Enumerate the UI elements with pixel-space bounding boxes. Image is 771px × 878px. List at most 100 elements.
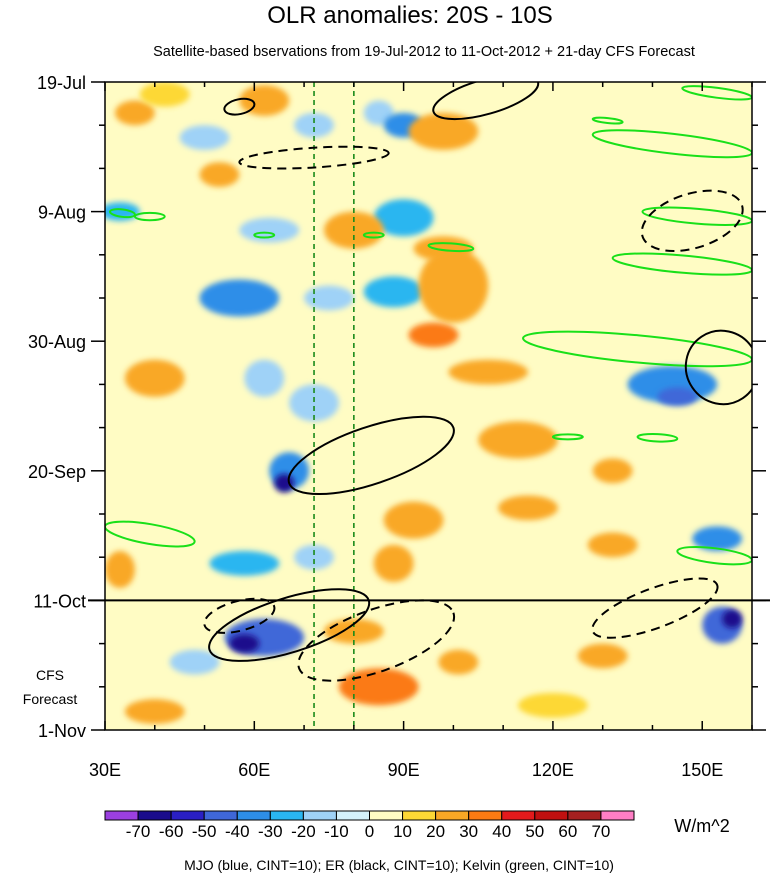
er-contour-negative: [297, 599, 456, 682]
colorbar-level-label: 70: [591, 822, 610, 841]
colorbar: -70 -60 -50 -40 -30 -20 -10 0 10 20 30 40 50 60 70: [104, 810, 635, 841]
kelvin-contour: [253, 231, 276, 239]
kelvin-contour: [636, 432, 679, 443]
anomaly-patch: [124, 699, 185, 724]
colorbar-swatch: [402, 810, 437, 821]
colorbar-swatch: [269, 810, 304, 821]
colorbar-level-label: -10: [324, 822, 349, 841]
colorbar-swatch: [468, 810, 503, 821]
colorbar-level-label: -50: [192, 822, 217, 841]
colorbar-level-label: -60: [159, 822, 184, 841]
kelvin-contour: [681, 85, 752, 101]
colorbar-level-label: -70: [126, 822, 151, 841]
er-contour-positive: [684, 329, 752, 406]
anomaly-patch: [498, 495, 558, 521]
chart-title: OLR anomalies: 20S - 10S: [267, 2, 552, 29]
anomaly-patch: [199, 279, 280, 317]
colorbar-swatch: [104, 810, 139, 821]
anomaly-patch: [408, 112, 479, 150]
anomaly-patch: [139, 82, 190, 107]
anomaly-patch: [478, 421, 558, 459]
anomaly-patch: [363, 100, 394, 126]
x-tick-label: 120E: [532, 760, 574, 780]
anomaly-patch: [179, 125, 230, 150]
colorbar-swatch: [335, 810, 370, 821]
x-axis: 30E 60E 90E 120E 150E: [89, 82, 753, 780]
footnote: MJO (blue, CINT=10); ER (black, CINT=10)…: [184, 857, 614, 873]
forecast-label-line-1: CFS: [36, 667, 64, 683]
kelvin-contour: [427, 242, 475, 253]
y-tick-label: 19-Jul: [37, 73, 86, 93]
colorbar-swatch: [236, 810, 271, 821]
anomaly-patch: [592, 458, 633, 484]
y-tick-label: 30-Aug: [28, 332, 86, 352]
anomaly-patch: [373, 544, 414, 582]
anomaly-patch: [304, 285, 354, 311]
anomaly-patch: [338, 668, 419, 706]
kelvin-contour: [551, 433, 584, 441]
chart-subtitle: Satellite-based bservations from 19-Jul-…: [153, 44, 695, 60]
anomaly-patch: [244, 359, 285, 397]
x-tick-label: 90E: [388, 760, 420, 780]
anomaly-patch: [657, 387, 698, 406]
er-contour-negative: [591, 577, 719, 639]
colorbar-level-label: 30: [459, 822, 478, 841]
anomaly-patch: [114, 100, 155, 126]
anomaly-patch: [373, 199, 434, 237]
anomaly-patch: [418, 248, 489, 323]
colorbar-level-label: 60: [558, 822, 577, 841]
anomaly-patch: [692, 526, 743, 552]
colorbar-level-label: -20: [291, 822, 316, 841]
colorbar-level-label: -30: [258, 822, 283, 841]
anomaly-patch: [438, 649, 479, 675]
y-tick-label: 11-Oct: [33, 591, 86, 611]
colorbar-swatch: [435, 810, 470, 821]
anomaly-patch: [169, 649, 220, 675]
colorbar-swatch: [302, 810, 337, 821]
colorbar-swatch: [501, 810, 536, 821]
anomaly-patch: [289, 384, 339, 422]
anomaly-patch: [199, 162, 240, 187]
anomaly-patch: [518, 692, 588, 718]
x-tick-label: 60E: [238, 760, 270, 780]
anomaly-patch: [105, 551, 135, 589]
er-contour-positive: [223, 97, 256, 116]
colorbar-swatch: [170, 810, 205, 821]
er-contour-positive: [287, 415, 455, 496]
x-tick-label: 150E: [681, 760, 723, 780]
y-tick-label: 9-Aug: [38, 203, 86, 223]
colorbar-swatch: [600, 810, 635, 821]
colorbar-level-label: 40: [492, 822, 511, 841]
y-tick-label: 1-Nov: [38, 721, 86, 741]
kelvin-contour: [362, 231, 385, 239]
anomaly-patch: [239, 217, 300, 243]
plot-frame: [104, 81, 753, 731]
y-tick-label: 20-Sep: [28, 462, 86, 482]
kelvin-contour: [591, 116, 624, 125]
forecast-label-line-2: Forecast: [23, 691, 78, 707]
colorbar-swatch: [534, 810, 569, 821]
anomaly-patch: [209, 551, 280, 576]
anomaly-patch: [577, 643, 628, 669]
colorbar-level-label: 20: [426, 822, 445, 841]
colorbar-swatch: [203, 810, 238, 821]
anomaly-patch: [408, 322, 459, 348]
anomaly-field: [105, 82, 743, 724]
anomaly-patch: [448, 359, 529, 385]
anomaly-patch: [587, 532, 638, 558]
plot-background: [105, 82, 752, 730]
x-tick-label: 30E: [89, 760, 121, 780]
colorbar-unit: W/m^2: [674, 816, 729, 836]
colorbar-swatch: [137, 810, 172, 821]
er-contour-negative: [640, 189, 744, 253]
colorbar-level-label: 50: [525, 822, 544, 841]
anomaly-patch: [363, 276, 424, 308]
reference-longitude-lines: [313, 82, 355, 730]
colorbar-level-label: 0: [365, 822, 374, 841]
anomaly-patch: [383, 501, 444, 539]
colorbar-swatch: [369, 810, 404, 821]
anomaly-patch: [294, 112, 334, 138]
er-contour-negative: [203, 597, 276, 634]
kelvin-contour: [133, 211, 166, 222]
